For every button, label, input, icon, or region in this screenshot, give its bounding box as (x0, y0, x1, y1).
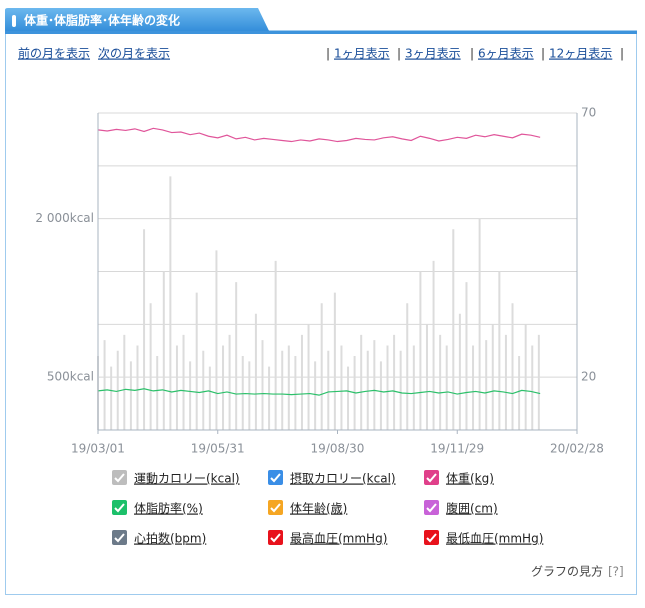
check-mark (426, 473, 437, 483)
x-tick-label: 20/02/28 (550, 442, 604, 456)
line (97, 388, 541, 396)
header-title: 体重･体脂肪率･体年齢の変化 (24, 13, 180, 28)
legend-label: 体脂肪率(%) (134, 501, 203, 516)
check-mark (114, 533, 125, 543)
range-link[interactable]: 3ヶ月表示 (405, 47, 461, 61)
legend-checkbox (268, 530, 283, 545)
check-mark (114, 473, 125, 483)
legend-label: 体重(kg) (446, 472, 494, 486)
check-mark (426, 533, 437, 543)
legend-checkbox (112, 530, 127, 545)
prev-link[interactable]: 前の月を表示 (18, 46, 90, 61)
check-mark (270, 533, 281, 543)
check-mark (270, 503, 281, 513)
legend-label: 心拍数(bpm) (134, 531, 206, 546)
range-separators: | | | | | (326, 47, 624, 61)
y-tick-label: 2 000kcal (35, 211, 94, 225)
legend-label: 体年齢(歳) (290, 501, 347, 516)
range-link[interactable]: 6ヶ月表示 (478, 47, 534, 61)
legend-label: 腹囲(cm) (446, 502, 498, 516)
x-tick-label: 19/11/29 (430, 442, 484, 456)
sep: | (397, 47, 401, 61)
x-tick-label: 19/03/01 (71, 442, 125, 456)
legend-checkbox (268, 500, 283, 515)
y2-tick-label: 70 (581, 106, 596, 120)
legend-checkbox (112, 500, 127, 515)
legend-checkbox (424, 470, 439, 485)
legend-checkbox (268, 470, 283, 485)
header-icon (12, 15, 16, 27)
header-rule (5, 31, 637, 34)
y-tick-label: 500kcal (47, 370, 94, 384)
header-tab (5, 8, 270, 33)
sep: | (470, 47, 474, 61)
next-link[interactable]: 次の月を表示 (98, 47, 170, 61)
sep: | (326, 47, 330, 61)
legend-label: 運動カロリー(kcal) (134, 472, 240, 486)
legend-checkbox (424, 500, 439, 515)
help-link[interactable]: グラフの見方 (531, 564, 603, 579)
help-mark[interactable]: [?] (608, 565, 624, 579)
legend-label: 摂取カロリー(kcal) (290, 471, 396, 486)
legend-checkbox (112, 470, 127, 485)
check-mark (426, 503, 437, 513)
sep: | (620, 47, 624, 61)
legend-label: 最高血圧(mmHg) (290, 531, 387, 546)
x-tick-label: 19/08/30 (311, 442, 365, 456)
sep: | (541, 47, 545, 61)
check-mark (114, 503, 125, 513)
legend-label: 最低血圧(mmHg) (446, 532, 543, 546)
x-tick-label: 19/05/31 (191, 442, 245, 456)
range-link[interactable]: 12ヶ月表示 (549, 47, 612, 61)
check-mark (270, 473, 281, 483)
range-link[interactable]: 1ヶ月表示 (334, 47, 390, 61)
line (97, 127, 541, 143)
y2-tick-label: 20 (581, 370, 596, 384)
legend-checkbox (424, 530, 439, 545)
